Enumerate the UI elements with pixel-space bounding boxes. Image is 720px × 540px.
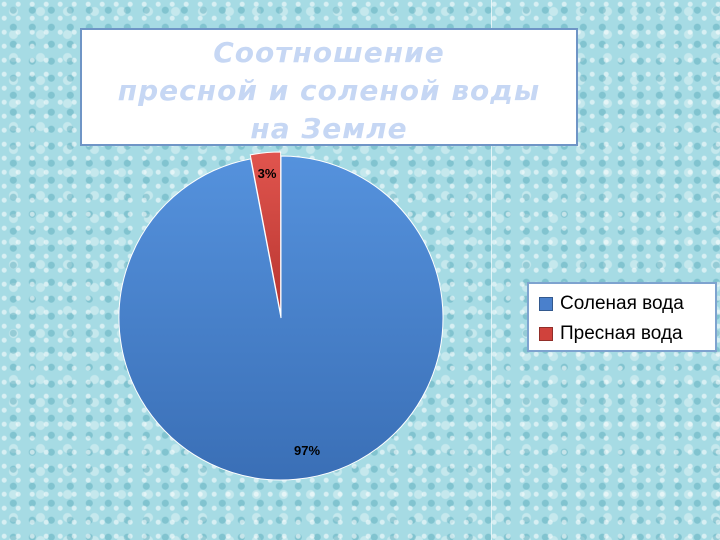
legend-swatch-salt <box>539 297 553 311</box>
title-line-1: Соотношение <box>213 36 445 69</box>
legend-label-fresh: Пресная вода <box>560 323 683 344</box>
data-label-salt: 97% <box>294 443 320 458</box>
divider-line <box>491 0 492 540</box>
pie-slice-salt <box>118 155 444 481</box>
chart-title: Соотношение пресной и соленой воды на Зе… <box>80 28 578 146</box>
legend-label-salt: Соленая вода <box>560 293 684 314</box>
pie-slice-fresh <box>249 151 282 315</box>
title-line-2: пресной и соленой воды <box>117 74 541 107</box>
legend-item-salt: Соленая вода <box>539 289 715 319</box>
legend-swatch-fresh <box>539 327 553 341</box>
data-label-fresh: 3% <box>258 166 277 181</box>
legend: Соленая вода Пресная вода <box>527 282 717 352</box>
legend-item-fresh: Пресная вода <box>539 319 715 349</box>
title-line-3: на Земле <box>250 112 408 145</box>
